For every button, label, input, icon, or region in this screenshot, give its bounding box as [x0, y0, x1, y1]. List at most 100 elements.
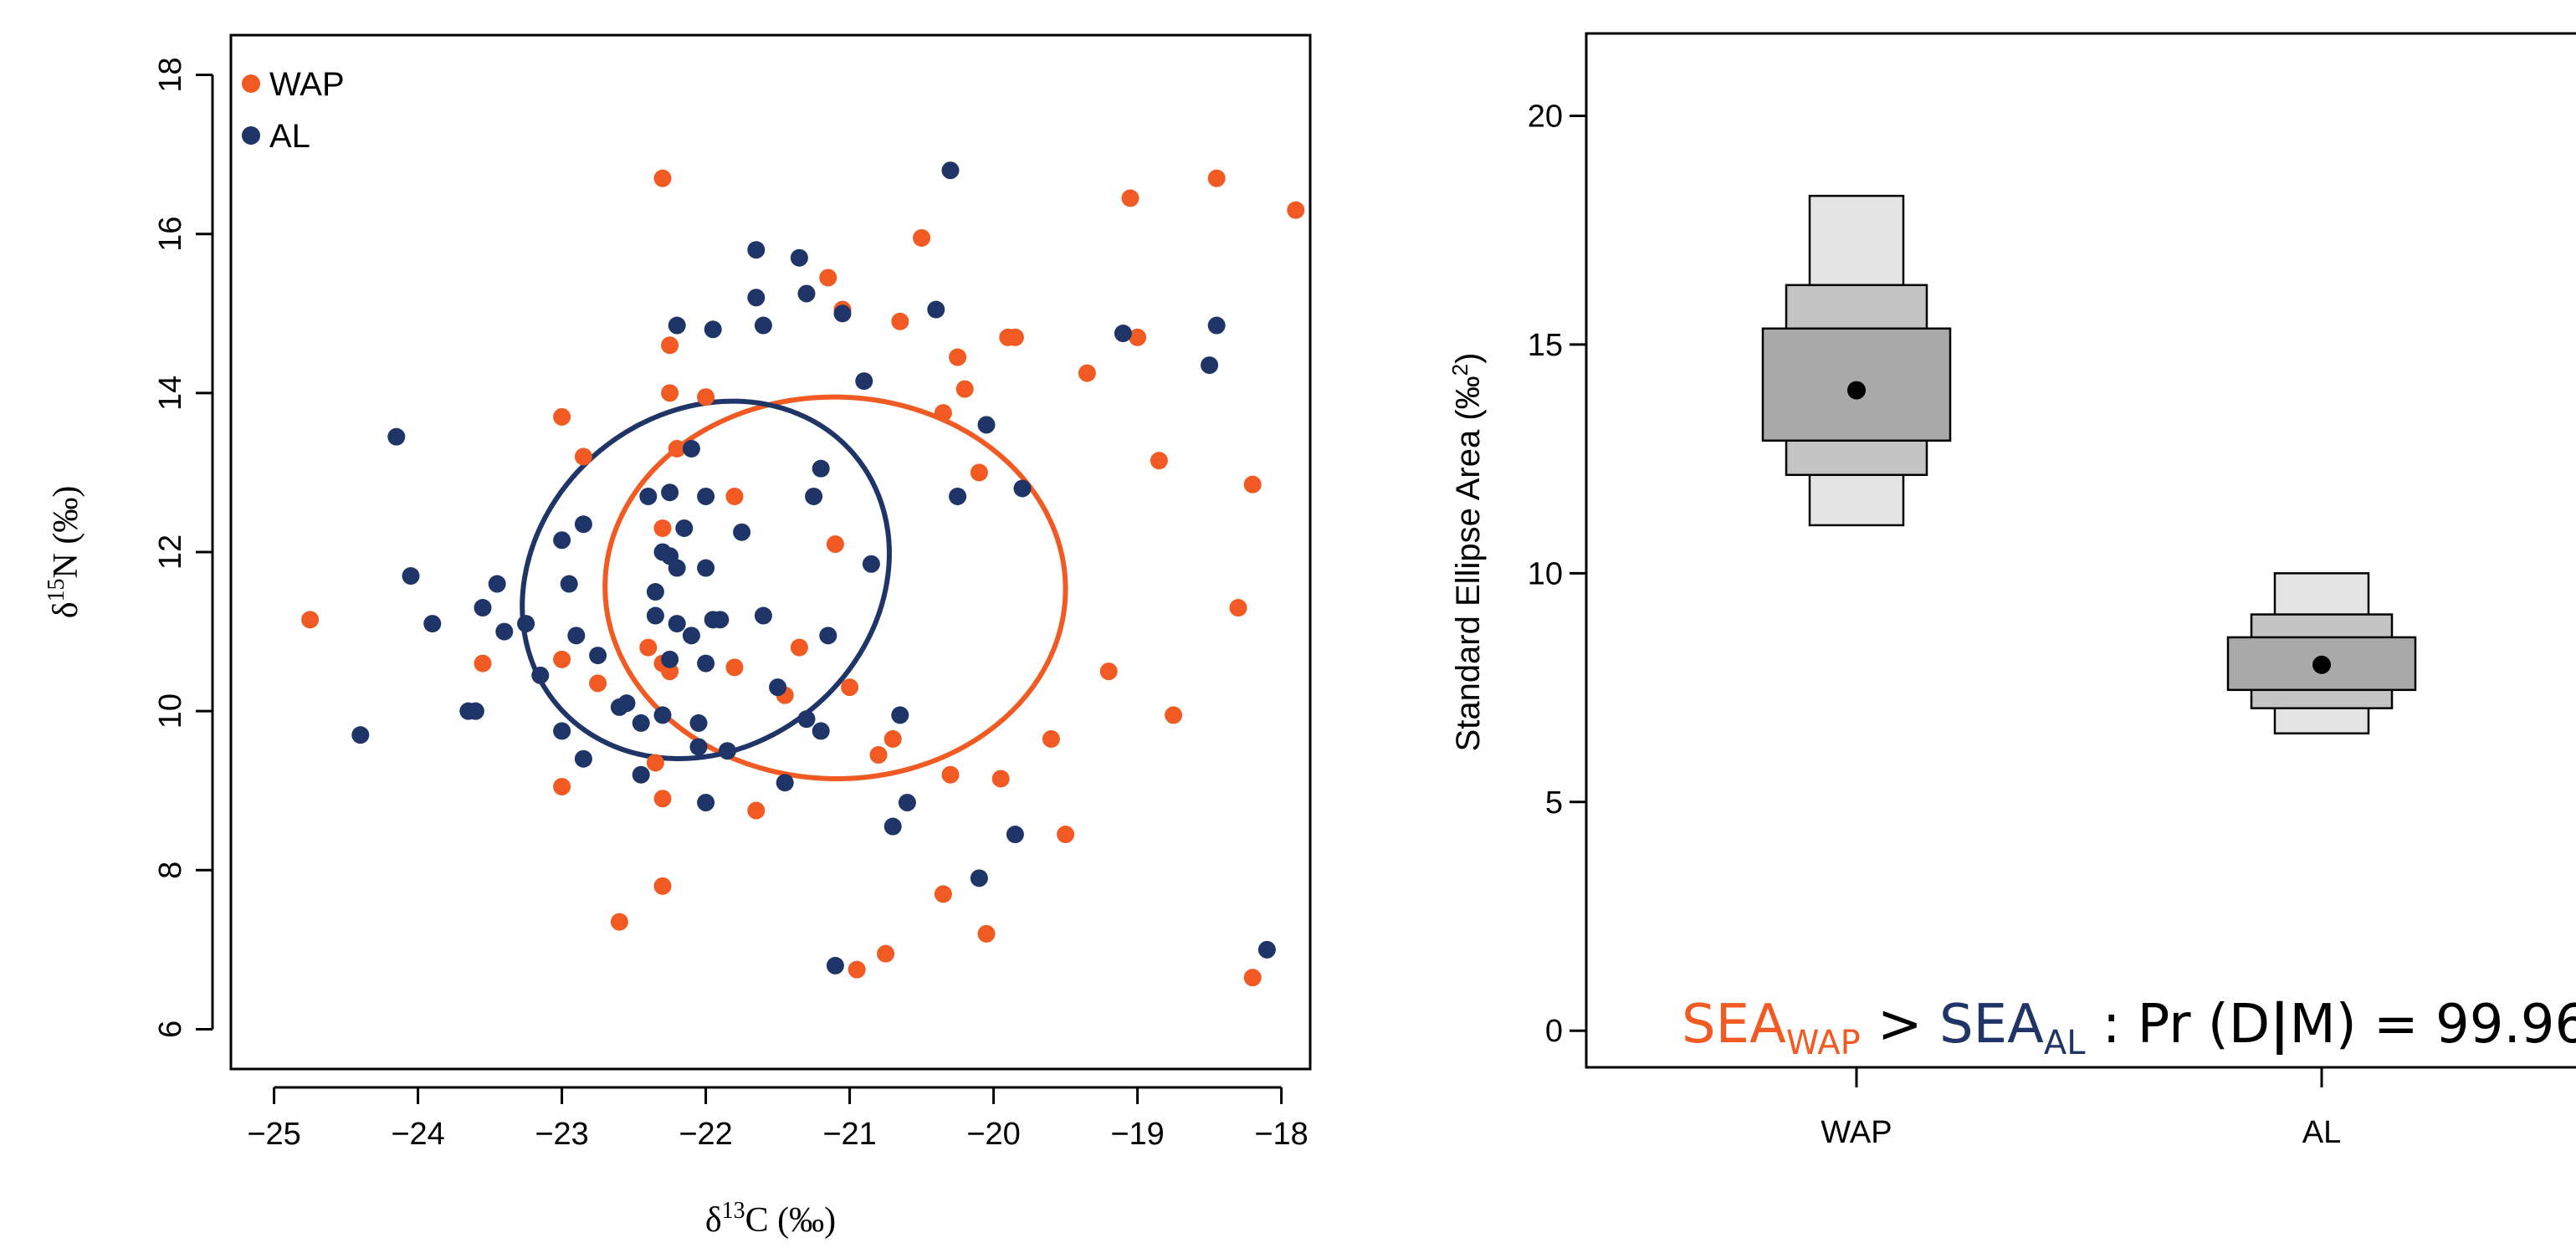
point-wap — [1042, 729, 1060, 748]
point-al — [574, 749, 592, 768]
point-wap — [653, 169, 672, 187]
point-al — [682, 439, 700, 458]
point-wap — [610, 913, 628, 931]
x-tick-label: −20 — [966, 1117, 1020, 1152]
point-wap — [553, 407, 571, 426]
sea-y-tick-label: 0 — [1545, 1014, 1563, 1049]
point-al — [977, 416, 996, 434]
annotation-sea-al-subscript: AL — [2044, 1024, 2086, 1062]
point-al — [826, 956, 844, 974]
point-wap — [883, 729, 902, 748]
point-wap — [301, 611, 320, 629]
point-al — [970, 869, 988, 887]
point-wap — [653, 877, 672, 895]
point-al — [423, 615, 442, 633]
x-axis-label: δ13C (‰) — [705, 1198, 836, 1240]
point-al — [754, 606, 772, 625]
sea-y-tick-label: 20 — [1528, 99, 1563, 134]
point-al — [668, 559, 686, 577]
point-al — [495, 622, 514, 641]
point-wap — [891, 312, 909, 330]
ellipses — [520, 394, 1068, 781]
point-al — [574, 515, 592, 534]
point-al — [646, 583, 664, 601]
y-tick-label: 6 — [153, 1020, 188, 1038]
point-wap — [848, 960, 866, 979]
x-tick-label: −21 — [822, 1117, 876, 1152]
point-wap — [1229, 599, 1247, 617]
scatter-y-axis: 6 8 10 12 14 16 18 — [153, 57, 214, 1038]
y-tick-label: 8 — [153, 862, 188, 879]
point-al — [689, 714, 708, 732]
sea-y-axis-label: Standard Ellipse Area (‰2) — [1447, 353, 1487, 752]
mode-point-wap — [1847, 381, 1866, 400]
point-al — [754, 316, 772, 335]
scatter-panel: −25 −24 −23 −22 −21 −20 −19 −18 6 8 10 12 14 16 18 WA… — [44, 33, 1312, 1240]
point-al — [747, 289, 766, 307]
point-al — [776, 774, 794, 792]
point-wap — [1165, 706, 1183, 724]
point-al — [862, 555, 880, 573]
point-wap — [970, 463, 988, 482]
point-wap — [955, 380, 974, 398]
point-wap — [1129, 328, 1147, 346]
point-al — [682, 627, 700, 645]
point-al — [1114, 325, 1132, 343]
point-al — [812, 459, 830, 478]
legend-marker-al — [242, 126, 260, 145]
point-al — [790, 248, 808, 267]
point-al — [797, 284, 816, 303]
point-al — [661, 483, 679, 502]
point-wap — [977, 924, 996, 943]
point-wap — [934, 404, 952, 422]
point-al — [833, 304, 852, 323]
point-al — [589, 647, 607, 665]
point-wap — [1006, 328, 1024, 346]
point-al — [797, 710, 816, 729]
x-tick-label: −24 — [391, 1117, 444, 1152]
credible-interval-boxes — [1761, 194, 2417, 735]
point-al — [646, 606, 664, 625]
ellipse-al — [520, 398, 892, 761]
sea-plot-frame — [1585, 32, 2576, 1069]
point-al — [689, 738, 708, 756]
annotation-sea-al: SEA — [1939, 994, 2044, 1056]
point-al — [697, 793, 715, 811]
point-al — [711, 611, 730, 629]
x-tick-label: −23 — [535, 1117, 588, 1152]
point-wap — [1078, 364, 1096, 382]
point-al — [941, 161, 960, 180]
point-al — [474, 599, 492, 617]
point-al — [517, 615, 535, 633]
mode-point-al — [2312, 655, 2331, 674]
point-wap — [553, 777, 571, 795]
point-al — [531, 666, 550, 684]
annotation-sea-wap: SEA — [1682, 994, 1786, 1056]
point-wap — [934, 885, 952, 903]
point-al — [668, 316, 686, 335]
sea-panel: 0 5 10 15 20 WAP AL Standard Ellipse Area (‰2… — [1447, 32, 2576, 1150]
point-wap — [941, 765, 960, 784]
point-al — [1006, 826, 1024, 844]
point-wap — [653, 790, 672, 808]
legend-label-wap: WAP — [269, 66, 345, 103]
point-al — [697, 654, 715, 673]
point-al — [819, 627, 837, 645]
point-wap — [661, 336, 679, 355]
ci50-box-wap — [1761, 327, 1952, 442]
point-al — [805, 487, 823, 505]
point-al — [883, 817, 902, 836]
point-wap — [646, 754, 664, 772]
point-wap — [841, 678, 859, 697]
point-wap — [589, 674, 607, 693]
sea-y-tick-label: 15 — [1528, 328, 1563, 363]
point-al — [697, 559, 715, 577]
point-al — [402, 567, 420, 586]
point-al — [769, 678, 787, 697]
annotation-sea-wap-subscript: WAP — [1786, 1024, 1861, 1062]
point-al — [1257, 940, 1276, 959]
point-al — [1201, 356, 1219, 375]
sea-y-tick-label: 5 — [1545, 785, 1563, 821]
point-al — [488, 575, 506, 593]
point-al — [1207, 316, 1226, 335]
